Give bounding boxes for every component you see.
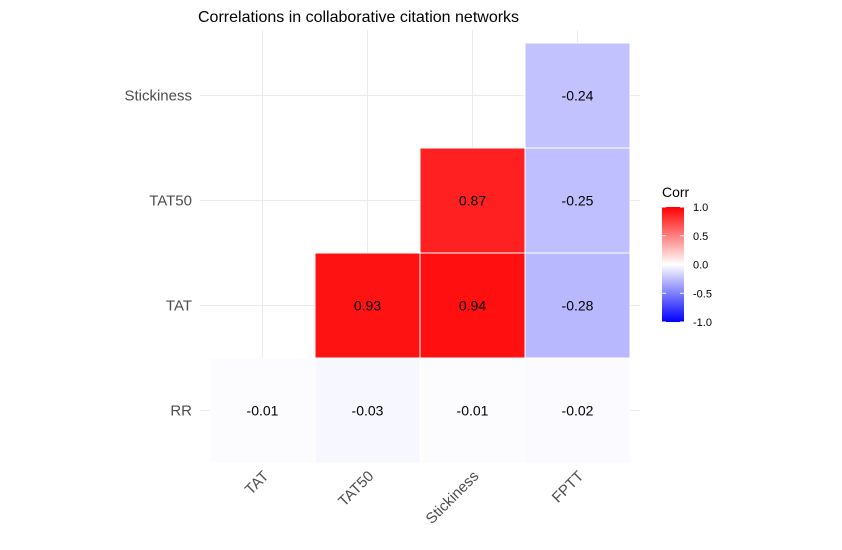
y-tick-label: TAT — [166, 298, 192, 315]
legend-tick-label: 1.0 — [693, 202, 708, 214]
legend-colorbar — [662, 207, 684, 322]
x-tick-label: Stickiness — [423, 468, 483, 528]
x-axis-tick-labels: TAT TAT50 Stickiness FPTT — [242, 468, 587, 528]
y-tick-label: RR — [170, 403, 192, 420]
heatmap-cell — [524, 357, 631, 464]
cell-value-label: 0.87 — [459, 193, 486, 209]
legend-tick-label: 0.0 — [693, 260, 708, 272]
heatmap-cell-labels: -0.01 -0.03 -0.01 -0.02 0.93 0.94 -0.28 0.87 -0.… — [247, 88, 594, 419]
legend-tick-label: 0.5 — [693, 231, 708, 243]
heatmap-cell — [524, 42, 631, 149]
legend: Corr 1.0 0.5 0.0 -0.5 -1.0 — [662, 184, 712, 329]
y-axis-tick-labels: RR TAT TAT50 Stickiness — [124, 88, 192, 420]
heatmap-cells — [209, 42, 631, 464]
chart-title: Correlations in collaborative citation n… — [198, 9, 519, 26]
heatmap-cell — [419, 147, 526, 254]
cell-value-label: -0.24 — [562, 88, 594, 104]
heatmap-cell — [314, 357, 421, 464]
cell-value-label: 0.94 — [459, 298, 486, 314]
legend-tick-label: -1.0 — [693, 317, 712, 329]
cell-value-label: -0.01 — [247, 403, 279, 419]
heatmap-cell — [419, 252, 526, 359]
heatmap-cell — [209, 357, 316, 464]
cell-value-label: 0.93 — [354, 298, 381, 314]
cell-value-label: -0.28 — [562, 298, 594, 314]
x-tick-label: FPTT — [549, 468, 588, 507]
cell-value-label: -0.03 — [352, 403, 384, 419]
legend-ticks: 1.0 0.5 0.0 -0.5 -1.0 — [662, 202, 712, 329]
legend-tick-label: -0.5 — [693, 288, 712, 300]
x-tick-label: TAT — [242, 468, 272, 498]
cell-value-label: -0.02 — [562, 403, 594, 419]
cell-value-label: -0.25 — [562, 193, 594, 209]
heatmap-cell — [419, 357, 526, 464]
cell-value-label: -0.01 — [457, 403, 489, 419]
x-tick-label: TAT50 — [335, 468, 377, 510]
y-tick-label: Stickiness — [124, 88, 192, 105]
heatmap-cell — [524, 147, 631, 254]
y-tick-label: TAT50 — [149, 193, 192, 210]
legend-title: Corr — [662, 184, 690, 200]
